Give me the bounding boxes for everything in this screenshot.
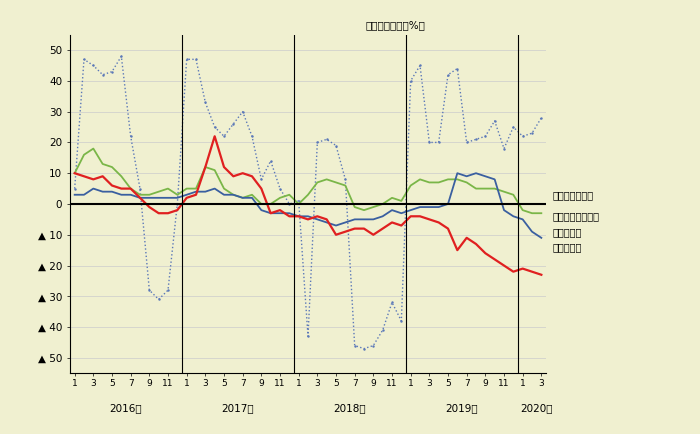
Text: 2016年: 2016年 (110, 404, 142, 414)
Text: 持家（青）: 持家（青） (553, 242, 582, 252)
Text: 分譲マンション: 分譲マンション (553, 190, 594, 200)
Text: 2020年: 2020年 (520, 404, 553, 414)
Text: 分譲一戸建（緑）: 分譲一戸建（緑） (553, 211, 600, 221)
Text: 2019年: 2019年 (446, 404, 478, 414)
Text: 2017年: 2017年 (222, 404, 254, 414)
Text: 貸家（赤）: 貸家（赤） (553, 227, 582, 237)
Text: （前年同月比、%）: （前年同月比、%） (365, 20, 425, 30)
Text: 2018年: 2018年 (334, 404, 366, 414)
